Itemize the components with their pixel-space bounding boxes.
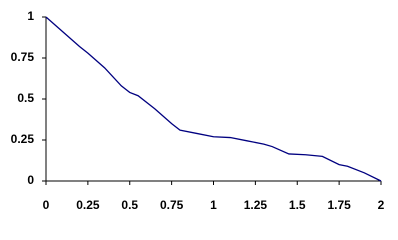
x-tick-label: 0.5	[121, 198, 138, 212]
y-tick-label: 1	[27, 9, 34, 23]
x-tick-label: 1	[210, 198, 217, 212]
y-tick-label: 0.75	[11, 50, 35, 64]
x-tick-label: 0.25	[76, 198, 100, 212]
chart: 0 0.25 0.5 0.75 1 0 0.25 0.5 0.75 1 1.25 1.5 1.75 2	[11, 9, 385, 212]
x-tick-label: 1.75	[327, 198, 351, 212]
x-tick-label: 0.75	[160, 198, 184, 212]
x-tick-label: 1.5	[289, 198, 306, 212]
x-tick-label: 0	[43, 198, 50, 212]
y-tick-label: 0.25	[11, 132, 35, 146]
y-tick-label: 0.5	[17, 91, 34, 105]
x-tick-label: 1.25	[244, 198, 268, 212]
x-tick-label: 2	[378, 198, 385, 212]
y-tick-label: 0	[27, 173, 34, 187]
data-line	[45, 16, 382, 182]
